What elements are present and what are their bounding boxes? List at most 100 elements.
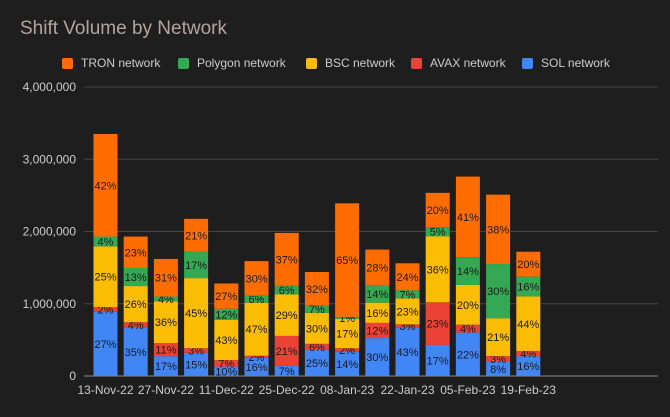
bar-segment-tron	[516, 251, 541, 277]
x-tick-label: 27-Nov-22	[138, 383, 194, 397]
data-label: 17%	[427, 355, 449, 367]
bar-segment-polygon	[244, 295, 269, 303]
legend-label-tron: TRON network	[81, 56, 161, 70]
bar-segment-sol	[214, 366, 239, 376]
bar-segment-avax	[304, 343, 329, 350]
x-tick-label: 05-Feb-23	[440, 383, 496, 397]
data-label: 41%	[457, 212, 479, 224]
data-label: 4%	[460, 324, 476, 336]
data-label: 16%	[517, 282, 539, 294]
legend-item-bsc[interactable]: BSC network	[306, 56, 395, 70]
data-label: 30%	[306, 323, 328, 335]
bar-segment-sol	[274, 365, 299, 376]
bar-segment-polygon	[93, 236, 118, 247]
bar-segment-polygon	[516, 276, 541, 297]
x-tick-label: 11-Dec-22	[199, 383, 254, 397]
bar-segment-avax	[335, 348, 360, 352]
bar-segment-sol	[244, 357, 269, 376]
data-label: 14%	[336, 359, 358, 371]
data-label: 4%	[520, 349, 536, 361]
bar-segment-polygon	[486, 264, 511, 319]
y-tick-label: 0	[69, 369, 76, 383]
bar-segment-polygon	[335, 317, 360, 319]
bar-segment-sol	[395, 327, 420, 376]
data-label: 15%	[185, 359, 207, 371]
bar-segment-bsc	[395, 298, 420, 325]
data-label: 23%	[396, 306, 418, 318]
bar-segment-avax	[274, 335, 299, 366]
data-label: 36%	[155, 317, 177, 329]
data-label: 27%	[215, 291, 237, 303]
bar-segment-polygon	[153, 296, 178, 302]
bar-segment-avax	[395, 324, 420, 328]
data-label: 30%	[366, 352, 388, 364]
bar-segment-avax	[244, 355, 269, 358]
legend-item-polygon[interactable]: Polygon network	[178, 56, 286, 70]
legend-swatch-bsc	[306, 57, 317, 69]
bar-segment-avax	[516, 351, 541, 357]
bar-segment-tron	[365, 249, 390, 285]
data-label: 35%	[125, 347, 147, 359]
bar-segment-polygon	[214, 308, 239, 321]
bar-segment-sol	[365, 338, 390, 376]
legend: TRON network Polygon network BSC network…	[0, 56, 670, 72]
bar-segment-tron	[93, 133, 118, 237]
data-label: 32%	[306, 284, 328, 296]
data-label: 11%	[155, 345, 176, 357]
data-label: 45%	[185, 308, 207, 320]
bar-segment-sol	[486, 361, 511, 376]
bar-segment-bsc	[365, 302, 390, 323]
data-label: 65%	[336, 255, 358, 267]
bar-segment-avax	[486, 356, 511, 362]
bar-segment-tron	[244, 261, 269, 296]
bar-segment-tron	[425, 192, 450, 228]
x-tick-label: 08-Jan-23	[320, 383, 374, 397]
data-label: 43%	[396, 347, 418, 359]
bar-segment-tron	[123, 236, 148, 268]
bar-segment-bsc	[516, 296, 541, 352]
bar-segment-polygon	[123, 267, 148, 287]
x-tick-label: 25-Dec-22	[259, 383, 315, 397]
bar-segment-sol	[123, 327, 148, 376]
x-tick-label: 13-Nov-22	[77, 383, 133, 397]
bar-segment-bsc	[425, 236, 450, 303]
data-label: 3%	[188, 346, 204, 358]
bar-segment-bsc	[455, 284, 480, 325]
bar-segment-tron	[335, 203, 360, 318]
bar-segment-tron	[486, 194, 511, 265]
data-label: 13%	[125, 272, 147, 284]
data-label: 25%	[306, 358, 328, 370]
legend-swatch-tron	[62, 57, 73, 69]
data-label: 7%	[218, 358, 234, 370]
bar-segment-sol	[516, 356, 541, 376]
bar-segment-sol	[184, 352, 209, 376]
data-label: 37%	[276, 254, 298, 266]
bar-segment-sol	[304, 349, 329, 376]
data-label: 7%	[400, 289, 416, 301]
legend-item-sol[interactable]: SOL network	[522, 56, 610, 70]
bar-segment-polygon	[274, 285, 299, 295]
bar-segment-avax	[214, 360, 239, 367]
data-label: 28%	[366, 262, 388, 274]
data-label: 20%	[517, 259, 539, 271]
x-tick-label: 22-Jan-23	[380, 383, 434, 397]
legend-item-tron[interactable]: TRON network	[62, 56, 160, 70]
data-label: 31%	[155, 273, 177, 285]
bar-segment-bsc	[153, 301, 178, 344]
data-label: 20%	[457, 300, 479, 312]
data-label: 21%	[185, 230, 207, 242]
data-label: 27%	[94, 339, 116, 351]
data-label: 23%	[125, 247, 147, 259]
data-label: 3%	[490, 354, 506, 366]
data-label: 24%	[396, 272, 418, 284]
bar-segment-sol	[153, 356, 178, 376]
legend-item-avax[interactable]: AVAX network	[411, 56, 506, 70]
data-label: 21%	[276, 346, 298, 358]
bar-segment-sol	[455, 332, 480, 376]
data-label: 4%	[128, 320, 144, 332]
data-label: 14%	[366, 289, 388, 301]
data-label: 8%	[490, 364, 506, 376]
bar-segment-bsc	[93, 246, 118, 308]
